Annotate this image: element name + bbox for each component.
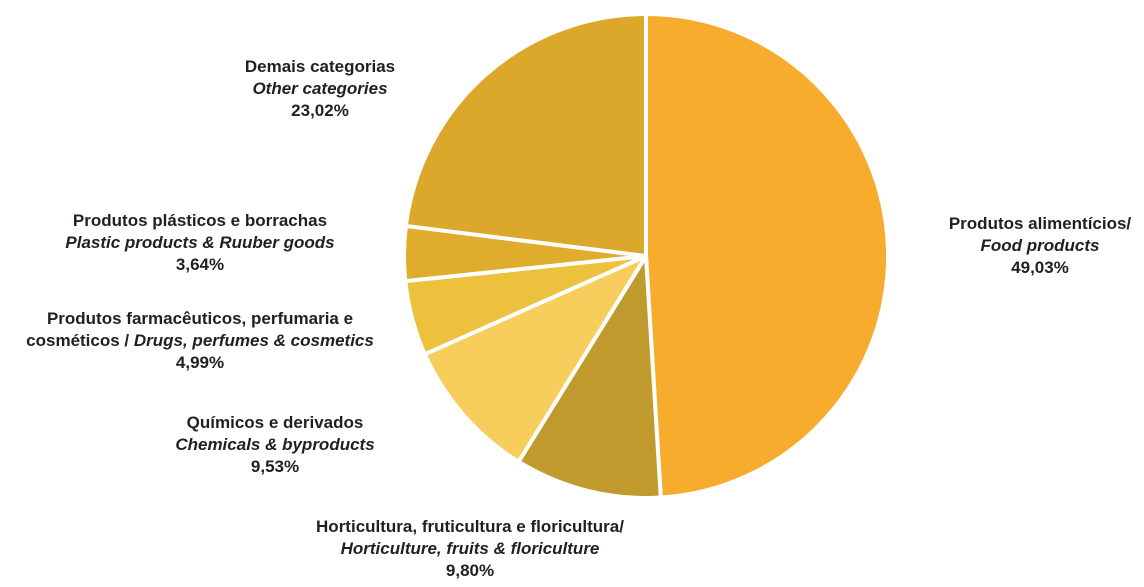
pie-slice-other-categories — [403, 12, 648, 258]
label-other-en: Other categories — [252, 79, 388, 98]
label-drugs-en: Drugs, perfumes & cosmetics — [133, 331, 374, 350]
label-drugs: Produtos farmacêuticos, perfumaria e cos… — [0, 308, 400, 374]
label-horticulture-value: 9,80% — [445, 561, 495, 580]
label-chemicals-value: 9,53% — [250, 457, 300, 476]
label-horticulture-en: Horticulture, fruits & floriculture — [340, 539, 600, 558]
label-drugs-pt: Produtos farmacêuticos, perfumaria e — [46, 309, 354, 328]
label-food-products: Produtos alimentícios/ Food products 49,… — [920, 213, 1144, 279]
pie-slice-chemicals — [422, 254, 648, 464]
label-chemicals-en: Chemicals & byproducts — [175, 435, 375, 454]
label-drugs-value: 4,99% — [175, 353, 225, 372]
label-drugs-pt2: cosméticos / — [26, 331, 134, 350]
label-food-products-en: Food products — [980, 236, 1100, 255]
label-horticulture-pt: Horticultura, fruticultura e floricultur… — [316, 517, 624, 536]
label-horticulture: Horticultura, fruticultura e floricultur… — [270, 516, 670, 582]
pie-slice-food-products — [644, 12, 890, 500]
label-plastics: Produtos plásticos e borrachas Plastic p… — [40, 210, 360, 276]
label-plastics-en: Plastic products & Ruuber goods — [65, 233, 335, 252]
label-food-products-value: 49,03% — [1011, 258, 1069, 277]
label-other-value: 23,02% — [291, 101, 349, 120]
label-plastics-value: 3,64% — [175, 255, 225, 274]
label-plastics-pt: Produtos plásticos e borrachas — [72, 211, 328, 230]
label-chemicals: Químicos e derivados Chemicals & byprodu… — [150, 412, 400, 478]
label-food-products-pt: Produtos alimentícios/ — [948, 214, 1132, 233]
label-other-categories: Demais categorias Other categories 23,02… — [200, 56, 440, 122]
pie-slice-horticulture — [516, 254, 663, 500]
label-other-pt: Demais categorias — [244, 57, 396, 76]
label-chemicals-pt: Químicos e derivados — [186, 413, 364, 432]
